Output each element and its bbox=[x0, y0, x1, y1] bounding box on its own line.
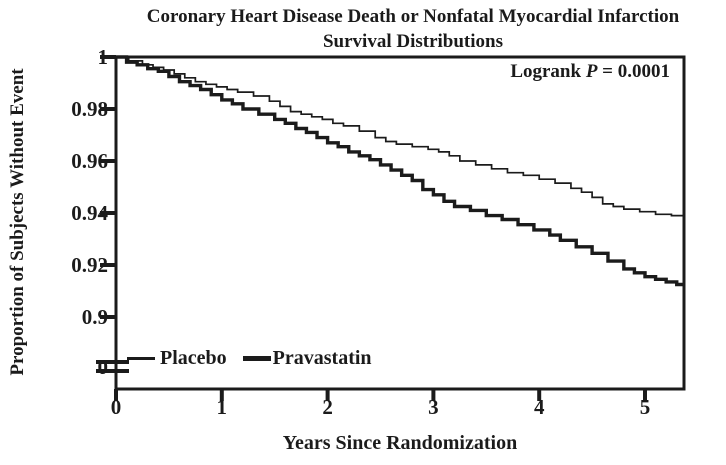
chart-title-line2: Survival Distributions bbox=[322, 31, 503, 52]
chart-title-line1: Coronary Heart Disease Death or Nonfatal… bbox=[146, 6, 680, 27]
legend-label-placebo: Placebo bbox=[160, 346, 227, 369]
y-tick-label: 0.98 bbox=[71, 97, 108, 121]
x-tick-label: 4 bbox=[533, 395, 545, 419]
x-tick-label: 0 bbox=[110, 395, 122, 419]
y-tick-label: 1 bbox=[97, 45, 109, 69]
y-tick-label: 0 bbox=[97, 355, 109, 379]
plot-frame bbox=[114, 55, 686, 391]
placebo-line-sample-icon bbox=[127, 356, 155, 360]
y-tick-label: 0.96 bbox=[71, 149, 108, 173]
legend: Placebo Pravastatin bbox=[127, 345, 372, 371]
logrank-p-symbol: P bbox=[585, 61, 598, 82]
pravastatin-line-sample-icon bbox=[242, 355, 271, 361]
logrank-prefix: Logrank bbox=[510, 61, 586, 82]
curve-pravastatin bbox=[116, 55, 684, 287]
curve-placebo bbox=[116, 56, 684, 217]
x-tick-label: 5 bbox=[639, 395, 651, 419]
legend-label-pravastatin: Pravastatin bbox=[272, 346, 372, 369]
logrank-annotation: Logrank P = 0.0001 bbox=[380, 61, 670, 83]
y-tick-label: 0.9 bbox=[81, 305, 108, 329]
chart-title: Coronary Heart Disease Death or Nonfatal… bbox=[100, 4, 726, 54]
x-tick-label: 3 bbox=[428, 395, 439, 419]
x-tick-label: 2 bbox=[322, 395, 333, 419]
x-axis-label: Years Since Randomization bbox=[282, 432, 518, 454]
x-tick-label: 1 bbox=[216, 395, 228, 419]
y-tick-label: 0.92 bbox=[71, 253, 108, 277]
logrank-value: = 0.0001 bbox=[597, 61, 670, 82]
y-tick-label: 0.94 bbox=[71, 201, 108, 225]
